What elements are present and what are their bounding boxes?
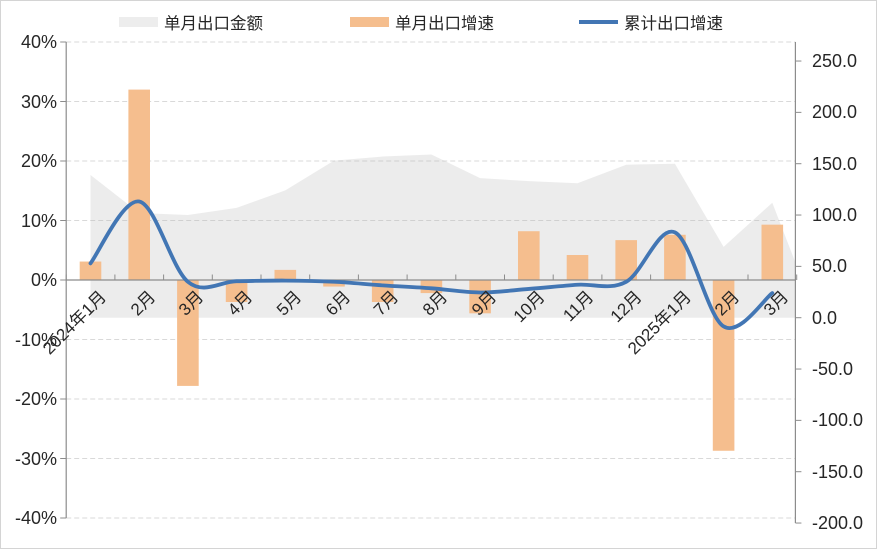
right-axis-label: -100.0 bbox=[812, 410, 864, 431]
bar bbox=[518, 231, 540, 280]
bar bbox=[128, 89, 150, 280]
bar bbox=[469, 280, 491, 314]
right-axis-label: -50.0 bbox=[812, 359, 854, 380]
left-axis-label: -30% bbox=[14, 448, 57, 469]
left-axis-label: 30% bbox=[20, 91, 57, 112]
left-axis-label: -10% bbox=[14, 329, 57, 350]
right-axis-label: 200.0 bbox=[812, 102, 858, 123]
bar-swatch-icon bbox=[350, 17, 389, 27]
gridlines bbox=[66, 41, 796, 519]
right-axis-label: -200.0 bbox=[812, 513, 864, 534]
legend-item-monthly-export-amount: 单月出口金额 bbox=[119, 12, 263, 33]
left-axis bbox=[60, 41, 67, 519]
left-axis-label: 0% bbox=[30, 270, 57, 290]
right-axis-label: 0.0 bbox=[812, 307, 838, 328]
legend-item-monthly-export-growth: 单月出口增速 bbox=[350, 12, 494, 33]
left-axis-label: -20% bbox=[14, 389, 57, 409]
legend-label-monthly-export-growth: 单月出口增速 bbox=[395, 15, 494, 33]
area-swatch-icon bbox=[119, 17, 158, 27]
line-swatch-icon bbox=[579, 20, 618, 24]
bar bbox=[177, 280, 199, 386]
right-axis-label: 150.0 bbox=[812, 153, 858, 174]
left-axis-label: -40% bbox=[14, 508, 57, 528]
bar bbox=[79, 261, 102, 280]
legend-item-cumulative-export-growth: 累计出口增速 bbox=[579, 12, 723, 33]
left-axis-label: 40% bbox=[20, 32, 57, 52]
bar bbox=[274, 269, 297, 280]
bar bbox=[225, 280, 248, 303]
bar bbox=[664, 234, 686, 280]
right-axis-label: -150.0 bbox=[812, 461, 864, 482]
right-axis-label: 100.0 bbox=[812, 205, 858, 226]
legend-label-monthly-export-amount: 单月出口金额 bbox=[164, 15, 263, 33]
left-axis-label: 20% bbox=[20, 151, 57, 171]
right-axis-label: 250.0 bbox=[812, 51, 858, 72]
bar bbox=[615, 240, 637, 280]
cumulative-export-growth-line bbox=[88, 199, 775, 330]
bar bbox=[761, 224, 784, 280]
bar bbox=[566, 255, 589, 280]
left-axis-label: 10% bbox=[20, 210, 57, 231]
right-axis-label: 50.0 bbox=[812, 256, 848, 277]
legend-label-cumulative-export-growth: 累计出口增速 bbox=[624, 15, 723, 33]
right-axis bbox=[794, 42, 802, 524]
